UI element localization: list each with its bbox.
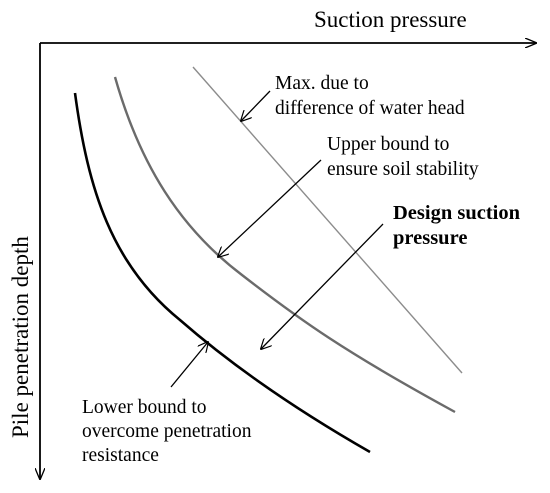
max-water-head-arrow bbox=[241, 90, 271, 121]
max-water-head-line bbox=[192, 66, 463, 374]
design-suction-pressure-arrow bbox=[261, 223, 384, 349]
y-axis-title: Pile penetration depth bbox=[8, 236, 33, 438]
lower-bound-curve bbox=[73, 92, 371, 454]
upper-bound-label: Upper bound to ensure soil stability bbox=[327, 134, 479, 180]
upper-bound-arrow bbox=[218, 159, 322, 257]
design-suction-pressure-label: Design suction pressure bbox=[393, 202, 525, 249]
lower-bound-arrow bbox=[170, 342, 208, 388]
upper-bound-curve bbox=[113, 76, 456, 414]
lower-bound-label: Lower bound to overcome penetration resi… bbox=[82, 397, 256, 466]
x-axis-title: Suction pressure bbox=[314, 7, 467, 32]
max-water-head-label: Max. due to difference of water head bbox=[275, 73, 465, 119]
